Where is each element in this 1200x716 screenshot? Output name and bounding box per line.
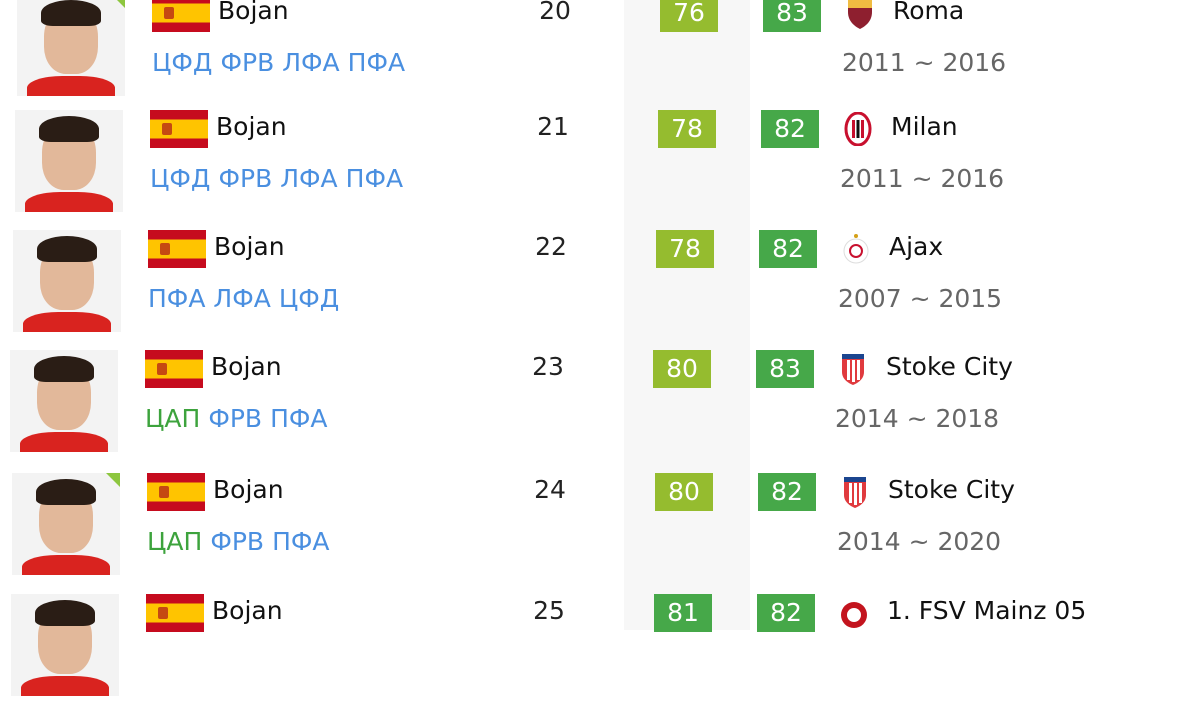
club-name[interactable]: Roma bbox=[893, 0, 965, 25]
ajax-crest-icon bbox=[842, 232, 870, 266]
club-name[interactable]: Milan bbox=[891, 112, 958, 141]
stoke-crest-icon bbox=[839, 352, 867, 386]
mainz-crest-icon bbox=[840, 596, 868, 630]
positions: ЦАП ФРВ ПФА bbox=[147, 527, 337, 556]
card-marker bbox=[111, 0, 125, 8]
overall-rating: 78 bbox=[656, 230, 714, 268]
position-tag: ЦФД bbox=[278, 284, 340, 313]
contract-years: 2011 ~ 2016 bbox=[842, 48, 1007, 77]
player-row[interactable]: Bojan 25 81 82 1. FSV Mainz 05 bbox=[0, 594, 1194, 716]
player-name[interactable]: Bojan bbox=[214, 232, 285, 261]
potential-rating: 82 bbox=[758, 473, 816, 511]
position-tag: ПФА bbox=[347, 48, 406, 77]
position-tag: ФРВ bbox=[208, 404, 263, 433]
position-tag: ФРВ bbox=[210, 527, 265, 556]
player-photo[interactable] bbox=[10, 350, 118, 452]
potential-rating: 82 bbox=[761, 110, 819, 148]
overall-rating: 81 bbox=[654, 594, 712, 632]
position-tag: ЛФА bbox=[282, 48, 340, 77]
stoke-crest-icon bbox=[841, 475, 869, 509]
spain-flag-icon bbox=[147, 473, 205, 511]
player-name[interactable]: Bojan bbox=[213, 475, 284, 504]
spain-flag-icon bbox=[146, 594, 204, 632]
overall-rating: 76 bbox=[660, 0, 718, 32]
player-age: 24 bbox=[534, 475, 566, 504]
player-photo[interactable] bbox=[13, 230, 121, 332]
positions: ЦФД ФРВ ЛФА ПФА bbox=[152, 48, 413, 77]
contract-years: 2007 ~ 2015 bbox=[838, 284, 1003, 313]
player-photo[interactable] bbox=[12, 473, 120, 575]
player-age: 22 bbox=[535, 232, 567, 261]
player-name[interactable]: Bojan bbox=[216, 112, 287, 141]
player-name[interactable]: Bojan bbox=[218, 0, 289, 25]
overall-rating: 80 bbox=[655, 473, 713, 511]
spain-flag-icon bbox=[148, 230, 206, 268]
contract-years: 2011 ~ 2016 bbox=[840, 164, 1005, 193]
player-row[interactable]: Bojan ЦФД ФРВ ЛФА ПФА 20 76 83 Roma 2011 ~ … bbox=[0, 0, 1200, 116]
club-name[interactable]: 1. FSV Mainz 05 bbox=[887, 596, 1087, 625]
player-row[interactable]: Bojan ЦАП ФРВ ПФА 24 80 82 Stoke City 2014… bbox=[0, 473, 1195, 595]
club-name[interactable]: Stoke City bbox=[886, 352, 1013, 381]
positions: ЦАП ФРВ ПФА bbox=[145, 404, 335, 433]
spain-flag-icon bbox=[150, 110, 208, 148]
player-row[interactable]: Bojan ЦАП ФРВ ПФА 23 80 83 Stoke City 2014… bbox=[0, 350, 1193, 472]
card-marker bbox=[106, 473, 120, 487]
contract-years: 2014 ~ 2020 bbox=[837, 527, 1002, 556]
position-tag: ПФА bbox=[345, 164, 404, 193]
roma-crest-icon bbox=[846, 0, 874, 30]
overall-rating: 80 bbox=[653, 350, 711, 388]
spain-flag-icon bbox=[152, 0, 210, 32]
club-name[interactable]: Stoke City bbox=[888, 475, 1015, 504]
club-name[interactable]: Ajax bbox=[889, 232, 944, 261]
player-age: 21 bbox=[537, 112, 569, 141]
player-row[interactable]: Bojan ПФА ЛФА ЦФД 22 78 82 Ajax 2007 ~ 201… bbox=[0, 230, 1196, 352]
overall-rating: 78 bbox=[658, 110, 716, 148]
player-row[interactable]: Bojan ЦФД ФРВ ЛФА ПФА 21 78 82 Milan 2011 ~… bbox=[0, 110, 1198, 232]
position-tag: ПФА bbox=[272, 527, 330, 556]
rating-column-band bbox=[624, 0, 750, 630]
position-tag: ЛФА bbox=[213, 284, 271, 313]
positions: ПФА ЛФА ЦФД bbox=[148, 284, 347, 313]
player-photo[interactable] bbox=[17, 0, 125, 96]
potential-rating: 83 bbox=[763, 0, 821, 32]
positions: ЦФД ФРВ ЛФА ПФА bbox=[150, 164, 411, 193]
player-name[interactable]: Bojan bbox=[211, 352, 282, 381]
potential-rating: 83 bbox=[756, 350, 814, 388]
position-tag: ЛФА bbox=[280, 164, 338, 193]
position-tag: ПФА bbox=[270, 404, 328, 433]
position-tag: ЦАП bbox=[145, 404, 201, 433]
position-tag: ЦФД bbox=[150, 164, 211, 193]
contract-years: 2014 ~ 2018 bbox=[835, 404, 1000, 433]
position-tag: ПФА bbox=[148, 284, 206, 313]
potential-rating: 82 bbox=[757, 594, 815, 632]
spain-flag-icon bbox=[145, 350, 203, 388]
player-age: 20 bbox=[539, 0, 571, 25]
position-tag: ФРВ bbox=[220, 48, 275, 77]
position-tag: ЦАП bbox=[147, 527, 203, 556]
player-photo[interactable] bbox=[11, 594, 119, 696]
player-age: 25 bbox=[533, 596, 565, 625]
milan-crest-icon bbox=[844, 111, 872, 147]
potential-rating: 82 bbox=[759, 230, 817, 268]
player-age: 23 bbox=[532, 352, 564, 381]
position-tag: ФРВ bbox=[218, 164, 273, 193]
player-name[interactable]: Bojan bbox=[212, 596, 283, 625]
player-photo[interactable] bbox=[15, 110, 123, 212]
position-tag: ЦФД bbox=[152, 48, 213, 77]
